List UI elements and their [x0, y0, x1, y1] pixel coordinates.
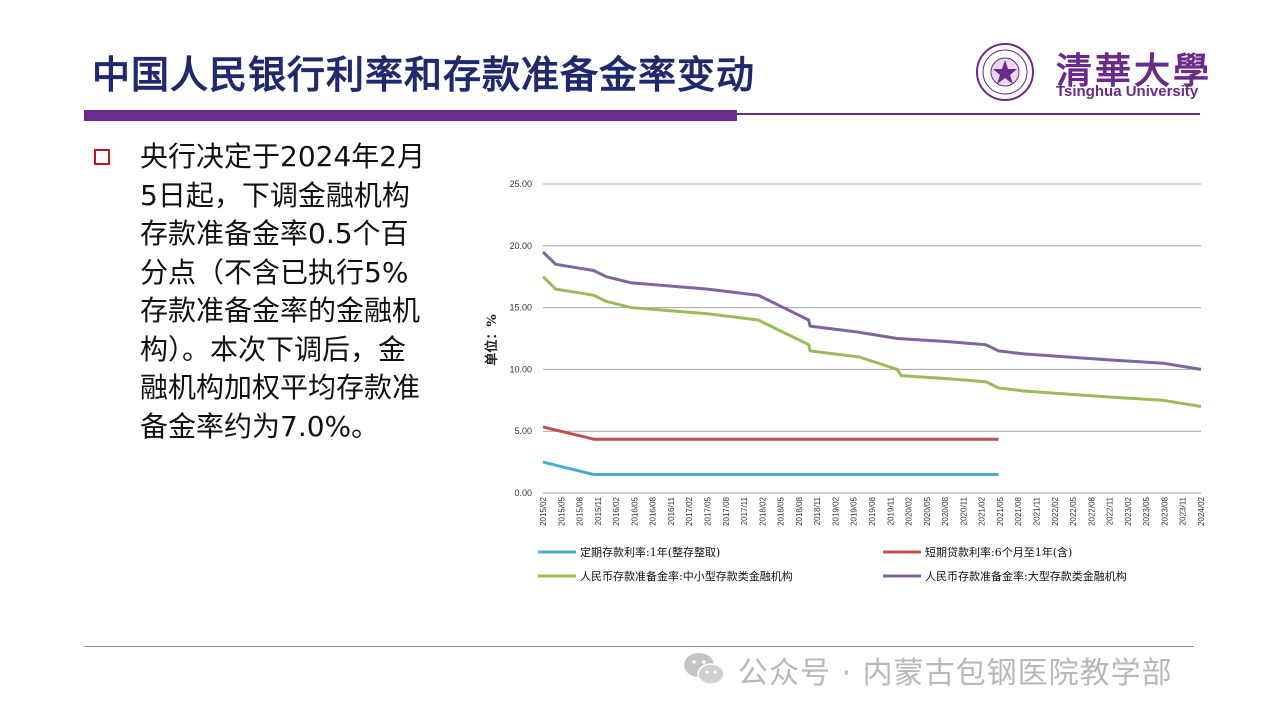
series-line — [542, 460, 999, 476]
x-tick-label: 2021/02 — [978, 496, 987, 525]
body-line: 央行决定于2024年2月 — [140, 140, 426, 173]
x-tick-label: 2016/08 — [649, 496, 658, 525]
y-tick-label: 15.00 — [509, 303, 532, 313]
x-tick-label: 2023/02 — [1124, 496, 1133, 525]
x-tick-label: 2023/05 — [1142, 496, 1151, 525]
x-tick-label: 2015/11 — [594, 496, 603, 525]
page-title: 中国人民银行利率和存款准备金率变动 — [92, 53, 756, 97]
header-bar — [84, 110, 737, 121]
footer-line — [84, 646, 1194, 647]
x-tick-label: 2020/11 — [959, 496, 968, 525]
x-tick-label: 2017/08 — [722, 496, 731, 525]
y-tick-label: 20.00 — [509, 241, 532, 251]
x-tick-label: 2015/05 — [557, 496, 566, 525]
body-line: 分点（不含已执行5% — [140, 255, 409, 289]
x-tick-label: 2022/08 — [1087, 496, 1096, 525]
x-tick-label: 2022/02 — [1051, 496, 1060, 525]
x-tick-label: 2019/11 — [886, 496, 895, 525]
x-tick-label: 2022/11 — [1106, 496, 1115, 525]
x-tick-label: 2018/11 — [813, 496, 822, 525]
watermark-text: 公众号 · 内蒙古包钢医院教学部 — [738, 656, 1173, 691]
y-tick-label: 0.00 — [514, 488, 532, 498]
y-tick-label: 10.00 — [509, 364, 532, 374]
header-line — [737, 113, 1200, 115]
y-axis-label: 单位：% — [484, 314, 500, 366]
x-tick-label: 2017/02 — [685, 496, 694, 525]
series-line — [541, 250, 1202, 371]
body-line: 存款准备金率0.5个百 — [140, 217, 409, 250]
x-tick-label: 2020/02 — [905, 496, 914, 525]
x-tick-label: 2018/05 — [777, 496, 786, 525]
logo-english-text: Tsinghua University — [1056, 83, 1199, 100]
body-line: 5日起，下调金融机构 — [140, 178, 410, 212]
rate-chart: 0.00 5.00 10.00 15.00 20.00 25.00 2015/02 2015/… — [484, 179, 1206, 583]
body-line: 构）。本次下调后，金 — [140, 332, 407, 366]
series-line — [542, 425, 999, 441]
x-tick-label: 2015/08 — [576, 496, 585, 525]
x-tick-label: 2016/05 — [630, 496, 639, 525]
x-tick-label: 2021/08 — [1014, 496, 1023, 525]
logo-chinese-text: 清華大學 — [1056, 50, 1213, 92]
x-tick-label: 2016/11 — [667, 496, 676, 525]
x-tick-label: 2021/05 — [996, 496, 1005, 525]
x-tick-label: 2021/11 — [1033, 496, 1042, 525]
legend-label: 定期存款利率:1年(整存整取) — [580, 545, 720, 559]
x-tick-label: 2022/05 — [1069, 496, 1078, 525]
x-tick-label: 2015/02 — [539, 496, 548, 525]
x-tick-label: 2018/08 — [795, 496, 804, 525]
series-line — [541, 275, 1202, 408]
x-tick-label: 2020/08 — [941, 496, 950, 525]
x-tick-label: 2019/05 — [850, 496, 859, 525]
legend-label: 人民币存款准备金率:大型存款类金融机构 — [925, 569, 1127, 583]
x-tick-label: 2023/11 — [1179, 496, 1188, 525]
tsinghua-logo: 清華大學 Tsinghua University — [972, 42, 1209, 102]
university-seal-icon — [976, 43, 1034, 101]
x-tick-label: 2017/11 — [740, 496, 749, 525]
body-line: 融机构加权平均存款准 — [140, 371, 421, 404]
legend-label: 人民币存款准备金率:中小型存款类金融机构 — [580, 569, 793, 583]
bullet-square-icon — [94, 149, 110, 165]
y-tick-label: 5.00 — [514, 426, 532, 436]
x-tick-label: 2017/05 — [704, 496, 713, 525]
y-tick-label: 25.00 — [509, 179, 532, 189]
x-tick-label: 2018/02 — [758, 496, 767, 525]
body-text: 央行决定于2024年2月 5日起，下调金融机构 存款准备金率0.5个百 分点（不… — [140, 138, 470, 446]
x-tick-label: 2016/02 — [612, 496, 621, 525]
x-tick-label: 2020/05 — [923, 496, 932, 525]
x-tick-label: 2019/08 — [868, 496, 877, 525]
body-line: 存款准备金率的金融机 — [140, 294, 421, 327]
x-tick-label: 2023/08 — [1160, 496, 1169, 525]
x-tick-label: 2024/02 — [1197, 496, 1206, 525]
x-tick-label: 2019/02 — [831, 496, 840, 525]
legend-label: 短期贷款利率:6个月至1年(含) — [925, 545, 1072, 559]
wechat-icon — [684, 653, 725, 685]
body-line: 备金率约为7.0%。 — [140, 409, 380, 443]
